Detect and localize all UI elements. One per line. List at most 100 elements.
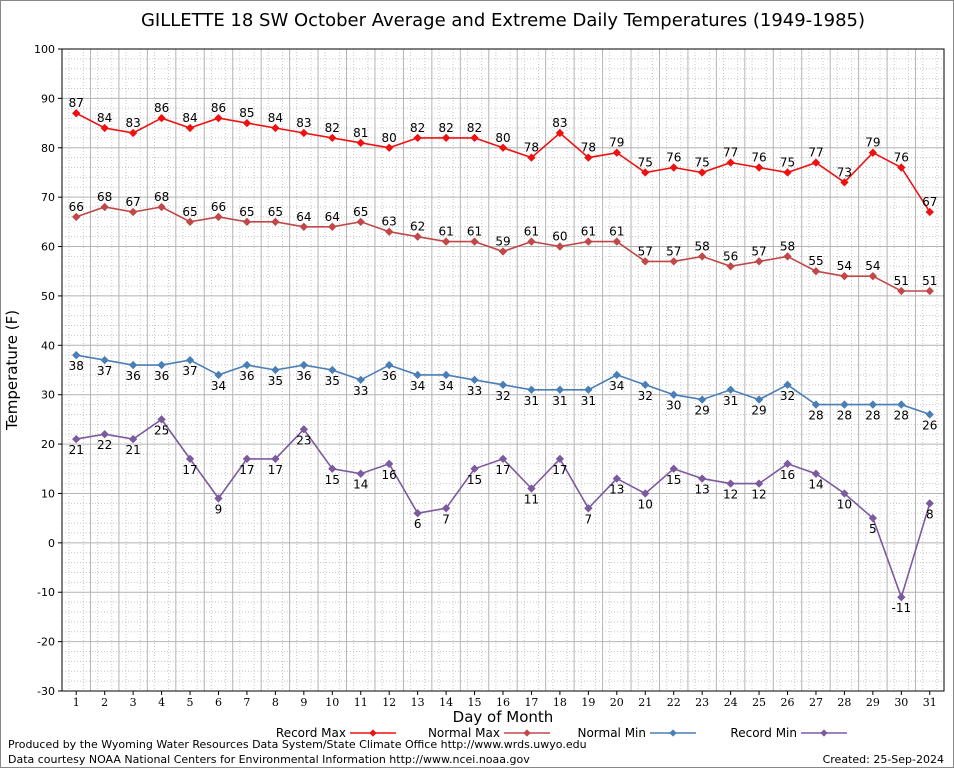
data-label: 84 — [182, 111, 197, 125]
data-label: 6 — [414, 517, 422, 531]
data-label: 75 — [638, 155, 653, 169]
data-point — [641, 168, 650, 177]
data-label: 55 — [808, 254, 823, 268]
data-label: 15 — [467, 473, 482, 487]
data-label: 64 — [296, 210, 311, 224]
data-label: 29 — [751, 404, 766, 418]
data-label: 67 — [125, 195, 140, 209]
data-point — [897, 593, 906, 602]
data-point — [726, 479, 735, 488]
data-point — [214, 113, 223, 123]
data-point — [584, 504, 593, 513]
data-point — [441, 237, 451, 246]
data-point — [641, 257, 650, 266]
legend-marker — [369, 729, 377, 737]
data-point — [584, 385, 593, 394]
data-point — [783, 168, 792, 177]
data-point — [242, 360, 252, 370]
data-label: 38 — [69, 359, 84, 373]
data-point — [100, 123, 109, 133]
data-label: 57 — [666, 244, 681, 258]
data-label: 68 — [154, 190, 169, 204]
data-point — [356, 469, 365, 478]
data-point — [726, 158, 735, 167]
legend-marker — [669, 729, 677, 737]
data-label: 79 — [865, 136, 880, 150]
data-label: 34 — [211, 379, 226, 393]
x-tick-label: 11 — [354, 696, 368, 709]
data-label: 75 — [695, 155, 710, 169]
data-label: 36 — [296, 369, 311, 383]
x-tick-label: 8 — [272, 696, 279, 709]
legend-label: Record Max — [276, 726, 346, 740]
x-tick-label: 17 — [524, 696, 538, 709]
data-point — [72, 434, 81, 444]
data-label: 36 — [125, 369, 140, 383]
x-tick-label: 15 — [468, 696, 482, 709]
x-tick-label: 9 — [300, 696, 307, 709]
data-point — [840, 400, 849, 409]
data-label: 80 — [382, 131, 397, 145]
legend-label: Normal Min — [577, 726, 646, 740]
data-label: 59 — [495, 234, 510, 248]
data-label: 22 — [97, 438, 112, 452]
data-point — [214, 370, 223, 380]
legend-label: Record Min — [730, 726, 797, 740]
data-point — [527, 237, 536, 246]
x-axis-label: Day of Month — [453, 708, 554, 726]
data-point — [185, 123, 195, 133]
data-label: 61 — [524, 225, 539, 239]
data-point — [527, 385, 536, 394]
data-point — [612, 474, 621, 483]
data-label: 86 — [211, 101, 226, 115]
x-tick-label: 24 — [724, 696, 738, 709]
y-tick-label: 100 — [34, 43, 55, 56]
data-label: 75 — [780, 155, 795, 169]
footer-produced-by: Produced by the Wyoming Water Resources … — [8, 738, 587, 751]
data-point — [214, 494, 223, 503]
data-point — [470, 133, 479, 143]
y-tick-label: 80 — [41, 142, 55, 155]
x-tick-label: 26 — [781, 696, 795, 709]
data-point — [811, 400, 821, 409]
data-point — [271, 123, 280, 133]
x-tick-label: 20 — [610, 696, 624, 709]
data-point — [726, 262, 735, 271]
data-label: 76 — [751, 151, 766, 165]
data-label: 28 — [837, 409, 852, 423]
data-point — [299, 425, 309, 434]
x-tick-label: 18 — [553, 696, 567, 709]
data-label: 14 — [808, 478, 823, 492]
data-label: 87 — [69, 96, 84, 110]
data-point — [811, 469, 821, 478]
x-tick-label: 12 — [382, 696, 396, 709]
data-point — [328, 365, 337, 375]
data-point — [100, 355, 109, 365]
data-label: 10 — [638, 497, 653, 511]
data-label: 82 — [410, 121, 425, 135]
data-point — [897, 286, 906, 296]
data-point — [754, 257, 764, 266]
data-point — [840, 272, 849, 281]
data-label: 65 — [182, 205, 197, 219]
data-point — [128, 207, 138, 217]
data-point — [242, 118, 252, 128]
data-point — [72, 212, 81, 222]
data-point — [128, 128, 138, 138]
data-label: 34 — [609, 379, 624, 393]
data-point — [783, 380, 792, 389]
data-label: 17 — [552, 463, 567, 477]
data-point — [413, 509, 422, 518]
data-point — [868, 148, 878, 157]
data-point — [925, 286, 934, 296]
data-label: 30 — [666, 399, 681, 413]
x-tick-label: 28 — [837, 696, 851, 709]
data-point — [328, 464, 337, 473]
data-point — [897, 163, 906, 172]
x-tick-label: 22 — [667, 696, 681, 709]
data-label: 37 — [97, 364, 112, 378]
data-point — [925, 207, 934, 217]
data-label: 78 — [581, 141, 596, 155]
